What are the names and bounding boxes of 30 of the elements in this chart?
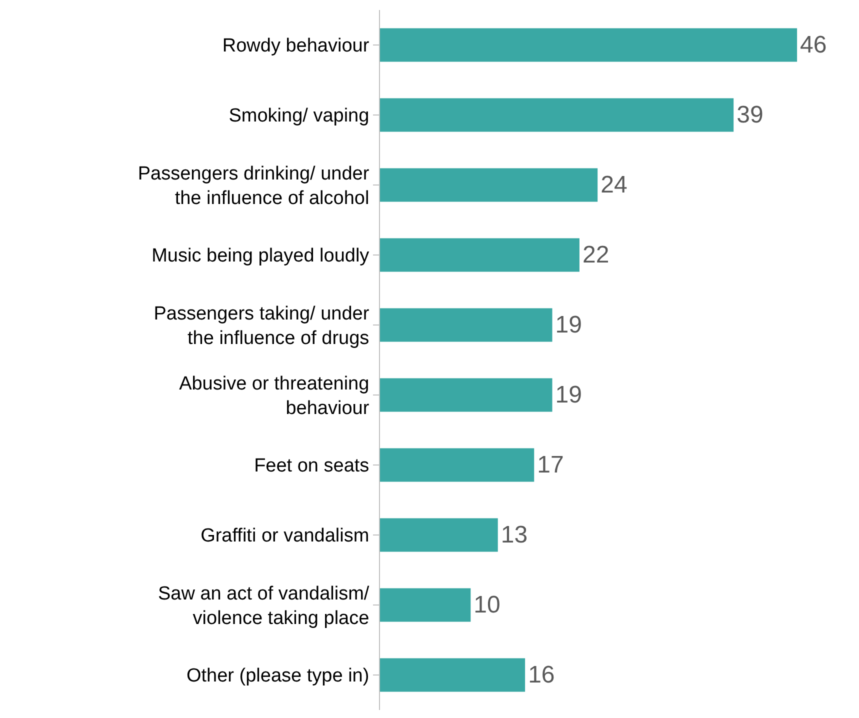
bar [380, 98, 734, 132]
bar [380, 378, 552, 412]
data-label: 19 [555, 312, 582, 338]
y-tick-label: Saw an act of vandalism/ violence taking place [158, 583, 370, 629]
y-tick-label: Abusive or threatening behaviour [179, 373, 370, 419]
bar [380, 588, 471, 622]
bar [380, 308, 552, 342]
bar [380, 168, 598, 202]
y-tick-label: Graffiti or vandalism [200, 526, 370, 547]
bar [380, 238, 580, 272]
bar [380, 658, 526, 692]
data-label: 16 [528, 662, 555, 688]
data-label: 19 [555, 382, 582, 408]
y-tick-label: Feet on seats [254, 456, 370, 477]
y-tick-label: Passengers drinking/ under the influence of alcohol [138, 163, 370, 209]
y-tick-label: Passengers taking/ under the influence of drugs [154, 303, 370, 349]
y-tick-label: Rowdy behaviour [222, 36, 370, 57]
data-label: 17 [537, 452, 564, 478]
data-label: 22 [582, 242, 610, 268]
y-tick-label: Other (please type in) [186, 666, 370, 687]
data-label: 46 [800, 32, 827, 58]
bar [380, 28, 798, 62]
data-label: 39 [736, 102, 764, 128]
y-tick-label: Music being played loudly [152, 246, 370, 267]
bar [380, 518, 498, 552]
data-label: 24 [600, 172, 628, 198]
data-label: 13 [500, 522, 528, 548]
y-tick-label: Smoking/ vaping [228, 106, 370, 127]
bar [380, 448, 534, 482]
data-label: 10 [474, 592, 500, 618]
